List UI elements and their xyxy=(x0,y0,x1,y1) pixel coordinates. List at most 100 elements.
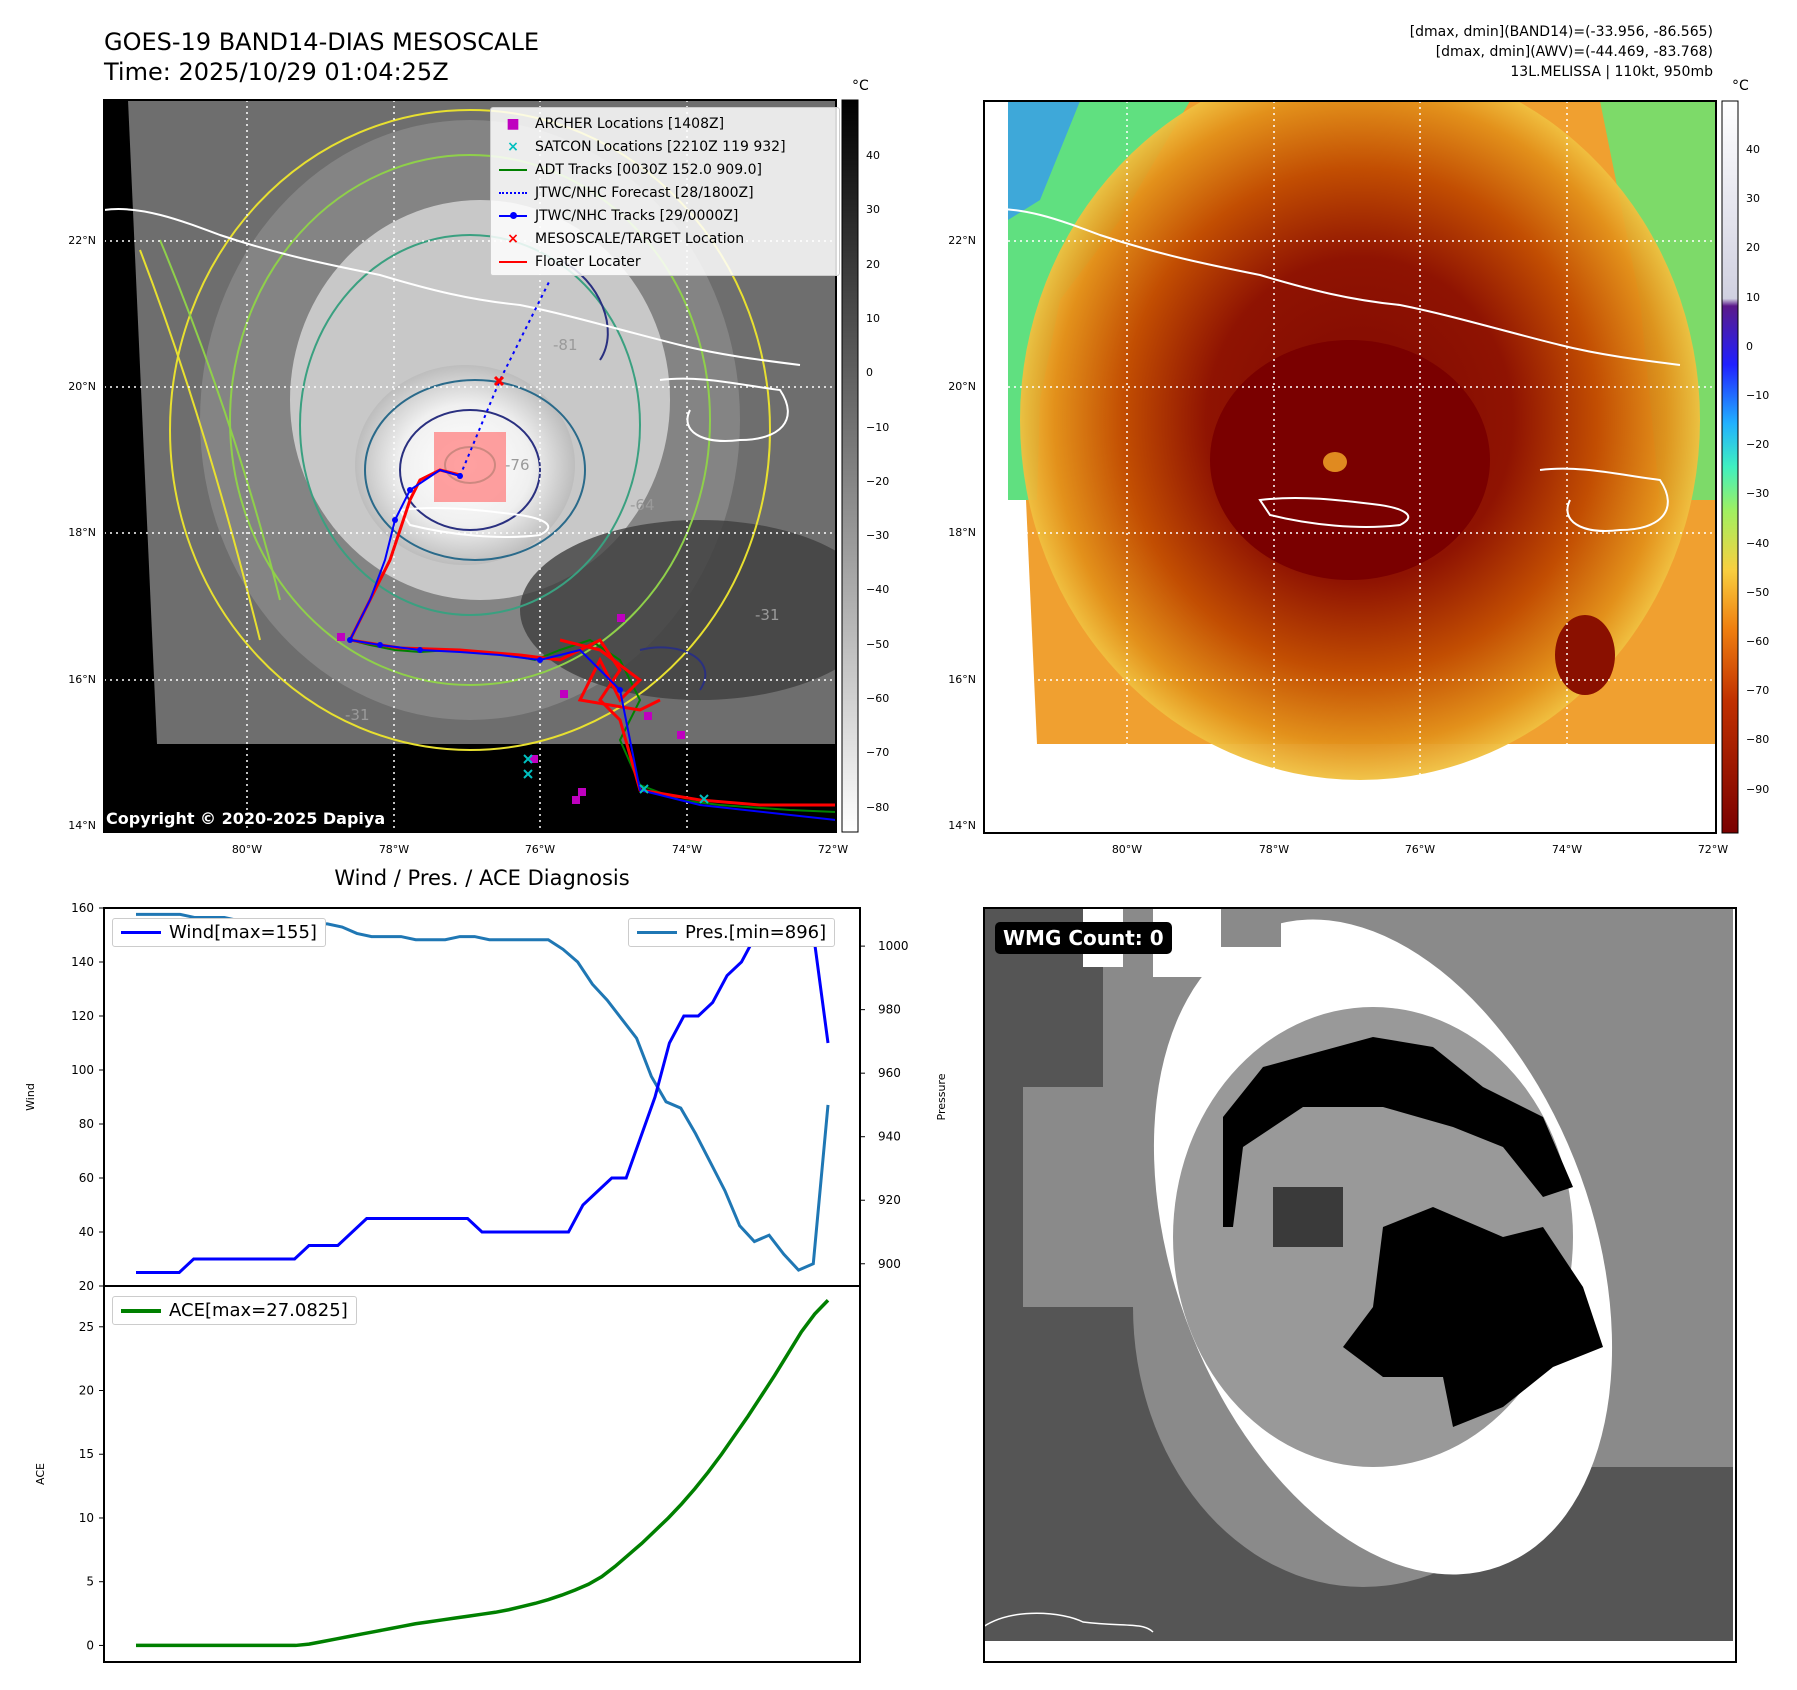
wind-tick-label: 60 xyxy=(79,1171,94,1185)
lon-tick-label: 74°W xyxy=(1551,843,1583,856)
wind-legend: Wind[max=155] xyxy=(112,918,326,947)
dotted-line-icon xyxy=(499,191,527,194)
wind-series-line xyxy=(136,919,830,1274)
lon-tick-label: 76°W xyxy=(1404,843,1436,856)
lat-tick-label: 22°N xyxy=(948,234,976,247)
ace-plot-frame xyxy=(103,1285,861,1663)
colorbar-tick-label: 20 xyxy=(1746,241,1760,255)
wind-axis-label: Wind xyxy=(24,1083,37,1111)
ace-tick-label: 25 xyxy=(79,1320,94,1334)
line-dot-icon xyxy=(499,211,527,219)
colorbar-tick-label: −70 xyxy=(1746,684,1770,698)
wind-tick-label: 140 xyxy=(71,955,94,969)
panel2-info: [dmax, dmin](BAND14)=(-33.956, -86.565) … xyxy=(1113,22,1713,82)
ace-tick-label: 5 xyxy=(86,1575,94,1589)
legend-item-forecast: JTWC/NHC Forecast [28/1800Z] xyxy=(499,181,839,204)
lon-tick-label: 72°W xyxy=(817,843,849,856)
panel3-title: Wind / Pres. / ACE Diagnosis xyxy=(334,866,630,890)
colorbar-tick-label: −30 xyxy=(866,529,890,543)
panel2-info-line2: [dmax, dmin](AWV)=(-44.469, -83.768) xyxy=(1435,44,1713,60)
panel1-legend: ■ ARCHER Locations [1408Z] × SATCON Loca… xyxy=(490,107,840,276)
pressure-line-icon xyxy=(637,931,677,934)
svg-text:-81: -81 xyxy=(553,336,578,354)
pressure-tick-label: 980 xyxy=(878,1003,901,1017)
panel2-colorbar-unit: °C xyxy=(1732,78,1749,94)
wind-line-icon xyxy=(121,931,161,934)
pressure-tick-label: 960 xyxy=(878,1066,901,1080)
lon-tick-label: 74°W xyxy=(671,843,703,856)
colorbar-tick-label: 30 xyxy=(866,203,880,217)
colorbar-tick-label: −40 xyxy=(866,583,890,597)
panel4-wmg-map xyxy=(983,907,1737,1663)
lat-tick-label: 20°N xyxy=(948,380,976,393)
svg-text:-76: -76 xyxy=(505,456,530,474)
legend-item-satcon: × SATCON Locations [2210Z 119 932] xyxy=(499,135,839,158)
lon-tick-label: 78°W xyxy=(1258,843,1290,856)
lat-tick-label: 18°N xyxy=(68,526,96,539)
legend-item-adt: ADT Tracks [0030Z 152.0 909.0] xyxy=(499,158,839,181)
colorbar-tick-label: 20 xyxy=(866,257,880,271)
line-icon xyxy=(499,260,527,263)
square-icon: ■ xyxy=(506,115,520,132)
svg-text:-64: -64 xyxy=(630,496,655,514)
colorbar-tick-label: 10 xyxy=(866,311,880,325)
colorbar-tick-label: −10 xyxy=(1746,389,1770,402)
colorbar-tick-label: 40 xyxy=(866,149,880,162)
ace-tick-label: 0 xyxy=(86,1638,94,1652)
colorbar-tick-label: 0 xyxy=(866,366,873,380)
colorbar-tick-label: 30 xyxy=(1746,192,1760,206)
ace-axis-label: ACE xyxy=(34,1463,47,1485)
lat-tick-label: 14°N xyxy=(68,819,96,832)
legend-item-archer: ■ ARCHER Locations [1408Z] xyxy=(499,112,839,135)
pressure-tick-label: 920 xyxy=(878,1193,901,1207)
lat-tick-label: 16°N xyxy=(68,673,96,686)
lon-tick-label: 78°W xyxy=(378,843,410,856)
colorbar-tick-label: 40 xyxy=(1746,143,1760,156)
wind-tick-label: 40 xyxy=(79,1225,94,1239)
panel2-info-line3: 13L.MELISSA | 110kt, 950mb xyxy=(1510,64,1713,80)
lat-tick-label: 22°N xyxy=(68,234,96,247)
colorbar-tick-label: −50 xyxy=(866,637,890,651)
colorbar-tick-label: −60 xyxy=(866,692,890,705)
colorbar-tick-label: −80 xyxy=(866,800,890,814)
colorbar-tick-label: 0 xyxy=(1746,339,1753,353)
colorbar-tick-label: −30 xyxy=(1746,487,1770,501)
pressure-axis-label: Pressure xyxy=(935,1073,948,1120)
wind-tick-label: 160 xyxy=(71,901,94,915)
wind-pres-plot-frame xyxy=(103,907,861,1287)
ace-series-line xyxy=(136,1299,830,1648)
legend-item-tracks: JTWC/NHC Tracks [29/0000Z] xyxy=(499,204,839,227)
ace-tick-label: 10 xyxy=(79,1511,94,1525)
wmg-count-badge: WMG Count: 0 xyxy=(995,922,1172,954)
lat-tick-label: 18°N xyxy=(948,526,976,539)
x-icon: × xyxy=(507,230,519,247)
panel1-colorbar-unit: °C xyxy=(852,78,869,94)
lon-tick-label: 72°W xyxy=(1697,843,1729,856)
lat-tick-label: 20°N xyxy=(68,380,96,393)
colorbar-tick-label: −40 xyxy=(1746,536,1770,550)
svg-text:-31: -31 xyxy=(345,706,370,724)
wind-tick-label: 120 xyxy=(71,1009,94,1023)
ace-tick-label: 15 xyxy=(79,1447,94,1461)
line-icon xyxy=(499,168,527,171)
colorbar-tick-label: −90 xyxy=(1746,782,1770,796)
lat-tick-label: 16°N xyxy=(948,673,976,686)
pressure-tick-label: 940 xyxy=(878,1130,901,1144)
legend-item-target: × MESOSCALE/TARGET Location xyxy=(499,227,839,250)
colorbar-tick-label: −70 xyxy=(866,746,890,760)
lon-tick-label: 80°W xyxy=(231,843,263,856)
wind-tick-label: 80 xyxy=(79,1117,94,1131)
pressure-tick-label: 1000 xyxy=(878,939,909,953)
ace-tick-label: 20 xyxy=(79,1384,94,1398)
ace-legend: ACE[max=27.0825] xyxy=(112,1296,357,1325)
wind-tick-label: 100 xyxy=(71,1063,94,1077)
panel2-info-line1: [dmax, dmin](BAND14)=(-33.956, -86.565) xyxy=(1409,24,1713,40)
svg-text:-31: -31 xyxy=(755,606,780,624)
copyright-text: Copyright © 2020-2025 Dapiya xyxy=(106,809,386,828)
colorbar-tick-label: −20 xyxy=(1746,438,1770,452)
ace-line-icon xyxy=(121,1308,161,1313)
colorbar-tick-label: −80 xyxy=(1746,733,1770,747)
panel1-title-line2: Time: 2025/10/29 01:04:25Z xyxy=(104,58,449,86)
pressure-legend: Pres.[min=896] xyxy=(628,918,836,947)
